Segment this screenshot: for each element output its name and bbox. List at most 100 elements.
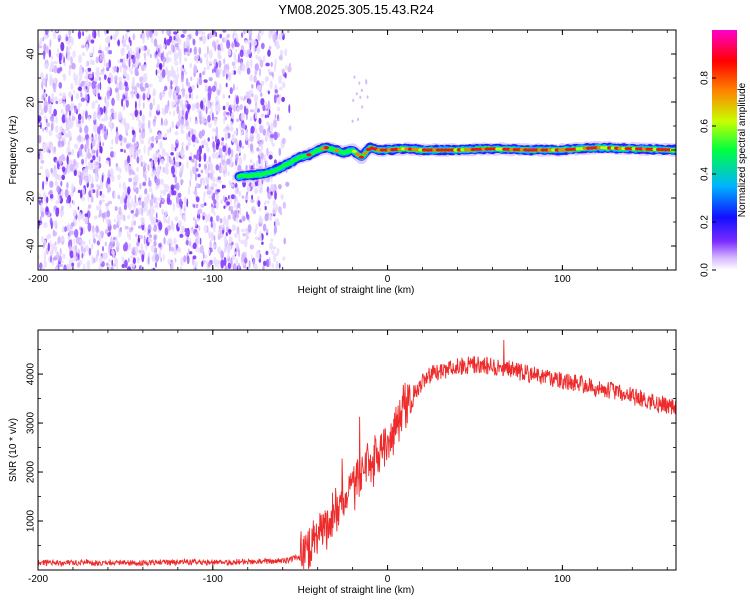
spectrogram-noise-blob bbox=[234, 182, 238, 189]
spectrogram-noise-blob bbox=[110, 35, 113, 40]
spectrogram-noise-blob bbox=[215, 151, 220, 160]
spectrogram-noise-blob bbox=[161, 90, 166, 98]
spectrogram-noise-blob bbox=[95, 184, 99, 188]
spectrogram-noise-blob bbox=[99, 255, 103, 264]
spectrogram-noise-blob bbox=[216, 138, 221, 147]
spectrogram-noise-blob bbox=[198, 225, 201, 231]
spectrogram-noise-blob bbox=[148, 110, 152, 118]
spectrogram-noise-blob bbox=[168, 242, 171, 252]
spectrogram-noise-blob bbox=[204, 167, 209, 175]
spectrogram-noise-blob bbox=[228, 95, 231, 99]
spectrogram-noise-blob bbox=[216, 189, 221, 193]
spectrogram-noise-blob bbox=[86, 102, 88, 107]
spectrogram-noise-blob bbox=[143, 235, 146, 245]
spectrogram-noise-blob bbox=[151, 267, 153, 270]
spectrogram-noise-blob bbox=[44, 168, 49, 176]
spectrogram-noise-blob bbox=[236, 95, 239, 105]
spectrogram-noise-blob bbox=[54, 245, 58, 255]
spectrogram-noise-blob bbox=[110, 248, 112, 257]
spectrogram-noise-blob bbox=[192, 38, 196, 46]
spectrogram-noise-blob bbox=[59, 195, 63, 200]
spectrogram-noise-blob bbox=[82, 110, 85, 117]
spectrogram-noise-blob bbox=[68, 239, 73, 249]
spectrogram-noise-blob bbox=[174, 43, 179, 48]
spectrogram-noise-blob bbox=[128, 202, 132, 211]
spectrogram-noise-blob bbox=[67, 120, 72, 130]
spectrogram-noise-blob bbox=[185, 119, 189, 127]
spectrogram-noise-blob bbox=[125, 95, 128, 100]
spectrogram-noise-blob bbox=[131, 63, 136, 68]
spectrogram-noise-blob bbox=[272, 199, 277, 207]
spectrogram-noise-blob bbox=[181, 104, 186, 111]
spectrogram-noise-blob bbox=[106, 262, 109, 267]
spectrogram-noise-blob bbox=[197, 54, 200, 60]
spectrogram-noise-blob bbox=[104, 132, 108, 140]
spectrogram-noise-blob bbox=[78, 253, 80, 261]
spectrogram-noise-blob bbox=[111, 174, 115, 182]
spectrogram-noise-blob bbox=[82, 187, 85, 196]
spectrogram-noise-blob bbox=[215, 193, 219, 201]
spectrogram-noise-blob bbox=[111, 259, 113, 267]
spectrogram-noise-blob bbox=[80, 92, 83, 98]
spectrogram-noise-blob bbox=[178, 118, 181, 127]
spectrogram-noise-blob bbox=[134, 67, 139, 77]
spectrogram-noise-blob bbox=[235, 258, 238, 265]
spectrogram-noise-blob bbox=[129, 146, 132, 150]
spectrogram-noise-blob bbox=[194, 218, 197, 228]
spectrogram-noise-blob bbox=[97, 92, 101, 99]
spectrogram-noise-blob bbox=[81, 196, 86, 202]
spectrogram-noise-blob bbox=[95, 231, 99, 239]
spectrogram-noise-blob bbox=[268, 108, 271, 116]
spectrogram-noise-blob bbox=[172, 101, 176, 106]
spectrogram-noise-blob bbox=[167, 193, 171, 199]
spectrogram-noise-blob bbox=[98, 155, 101, 163]
spectrogram-noise-blob bbox=[252, 260, 256, 265]
spectrogram-noise-blob bbox=[254, 63, 259, 72]
spectrogram-noise-blob bbox=[186, 198, 189, 208]
spectrogram-noise-blob bbox=[185, 36, 190, 46]
spectrogram-noise-blob bbox=[258, 67, 262, 77]
spectrogram-noise-blob bbox=[58, 52, 62, 62]
spectrogram-noise-blob bbox=[246, 67, 251, 75]
spectrogram-noise-blob bbox=[272, 142, 275, 147]
spectrogram-noise-blob bbox=[240, 96, 244, 101]
spectrogram-noise-blob bbox=[52, 220, 55, 226]
spectrogram-noise-blob bbox=[211, 135, 215, 140]
spectrogram-noise-blob bbox=[93, 77, 99, 82]
spectrogram-noise-blob bbox=[194, 119, 198, 125]
spectrogram-noise-blob bbox=[168, 50, 172, 55]
spectrogram-noise-blob bbox=[47, 242, 50, 252]
spectrogram-noise-blob bbox=[136, 166, 140, 173]
spectrogram-noise-blob bbox=[98, 32, 101, 38]
spectrogram-noise-blob bbox=[260, 144, 264, 151]
spectrogram-noise-blob bbox=[281, 81, 286, 88]
spectrogram-ridge-peak bbox=[306, 153, 312, 157]
spectrogram-noise-blob bbox=[129, 53, 133, 61]
spectrogram-y-tick-label: 20 bbox=[26, 96, 37, 108]
spectrogram-noise-blob bbox=[278, 147, 282, 157]
spectrogram-noise-blob bbox=[267, 102, 271, 111]
spectrogram-noise-blob bbox=[215, 215, 220, 222]
spectrogram-noise-blob bbox=[221, 137, 225, 142]
spectrogram-noise-blob bbox=[63, 264, 67, 270]
spectrogram-noise-blob bbox=[281, 137, 286, 145]
spectrogram-noise-blob bbox=[236, 217, 239, 224]
spectrogram-noise-blob bbox=[85, 61, 88, 68]
spectrogram-noise-blob bbox=[212, 141, 215, 149]
spectrogram-noise-blob bbox=[67, 56, 71, 61]
spectrogram-noise-blob bbox=[118, 206, 122, 216]
spectrogram-noise-blob bbox=[179, 161, 182, 166]
spectrogram-noise-blob bbox=[62, 253, 66, 260]
spectrogram-noise-blob bbox=[43, 181, 48, 185]
spectrogram-noise-blob bbox=[74, 107, 77, 114]
spectrogram-noise-blob bbox=[138, 122, 143, 128]
spectrogram-noise-blob bbox=[139, 182, 142, 190]
spectrogram-noise-blob bbox=[133, 181, 138, 186]
spectrogram-noise-blob bbox=[166, 30, 170, 35]
spectrogram-noise-blob bbox=[172, 223, 175, 232]
spectrogram-noise-blob bbox=[84, 216, 89, 225]
spectrogram-noise-blob bbox=[132, 213, 135, 220]
spectrogram-noise-blob bbox=[175, 195, 180, 204]
spectrogram-noise-blob bbox=[77, 206, 80, 211]
spectrogram-noise-blob bbox=[144, 82, 149, 89]
